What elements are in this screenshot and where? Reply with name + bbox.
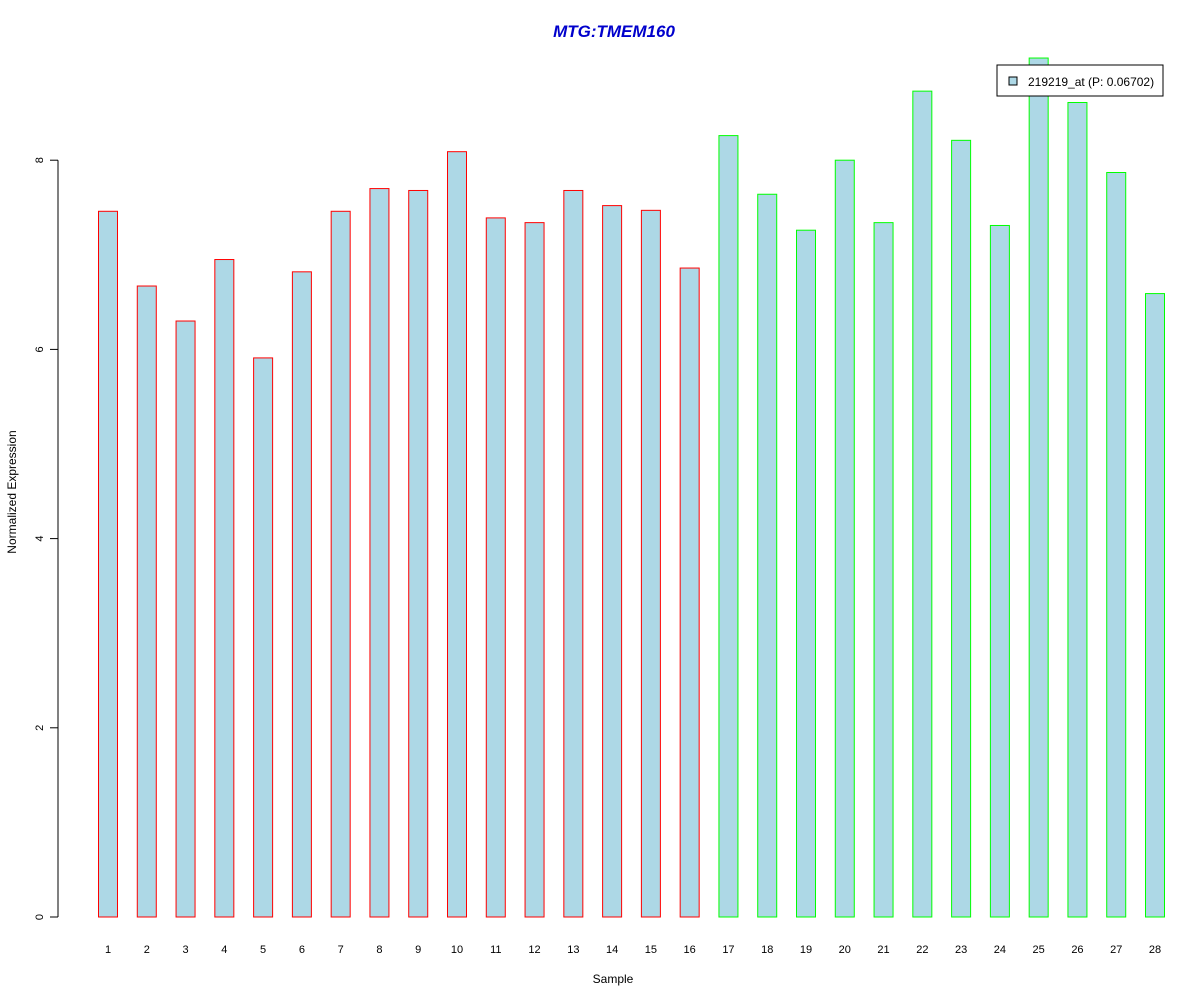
x-tick-label: 3	[182, 944, 188, 956]
y-tick-label: 4	[34, 536, 46, 542]
bar	[679, 267, 700, 918]
x-tick-label: 25	[1033, 944, 1045, 956]
bar	[834, 159, 855, 918]
chart-title: MTG:TMEM160	[553, 22, 675, 41]
bar	[291, 271, 312, 918]
x-tick-label: 13	[567, 944, 579, 956]
x-tick-label: 6	[299, 944, 305, 956]
y-axis-label: Normalized Expression	[5, 430, 19, 553]
bar	[640, 209, 661, 918]
bar	[253, 357, 274, 918]
x-tick-label: 17	[722, 944, 734, 956]
legend: 219219_at (P: 0.06702)	[996, 64, 1164, 97]
x-tick-label: 14	[606, 944, 618, 956]
x-tick-label: 18	[761, 944, 773, 956]
x-tick-label: 8	[376, 944, 382, 956]
x-tick-label: 24	[994, 944, 1006, 956]
bar	[1067, 101, 1088, 918]
bar	[912, 90, 933, 918]
bar	[718, 135, 739, 918]
x-tick-label: 5	[260, 944, 266, 956]
bar	[524, 222, 545, 918]
bar	[175, 320, 196, 918]
x-tick-label: 27	[1110, 944, 1122, 956]
bar	[136, 285, 157, 918]
bar	[485, 217, 506, 918]
x-tick-label: 20	[839, 944, 851, 956]
x-tick-label: 16	[684, 944, 696, 956]
bar	[408, 189, 429, 918]
x-tick-label: 21	[877, 944, 889, 956]
bar	[989, 224, 1010, 918]
bar	[214, 259, 235, 918]
x-tick-label: 11	[490, 944, 501, 956]
bar	[1028, 57, 1049, 918]
y-tick-label: 6	[34, 346, 46, 352]
x-tick-label: 12	[528, 944, 540, 956]
x-tick-label: 7	[338, 944, 344, 956]
bar	[757, 193, 778, 918]
x-tick-label: 15	[645, 944, 657, 956]
x-tick-label: 26	[1071, 944, 1083, 956]
x-tick-label: 23	[955, 944, 967, 956]
legend-label: 219219_at (P: 0.06702)	[1028, 75, 1154, 89]
x-tick-label: 10	[451, 944, 463, 956]
legend-swatch	[1008, 76, 1018, 86]
y-tick-label: 8	[34, 157, 46, 163]
x-tick-label: 2	[144, 944, 150, 956]
bars-group	[98, 57, 1165, 918]
x-axis-label: Sample	[593, 972, 634, 986]
bar	[447, 151, 467, 918]
x-tick-label: 9	[415, 944, 421, 956]
x-tick-label: 4	[221, 944, 227, 956]
bar	[796, 229, 816, 918]
x-tick-label: 19	[800, 944, 812, 956]
bar	[563, 189, 584, 918]
legend-box	[996, 64, 1164, 97]
bar	[369, 188, 390, 918]
y-tick-label: 0	[34, 914, 46, 920]
bar	[873, 222, 894, 918]
bar	[951, 139, 972, 918]
x-tick-label: 28	[1149, 944, 1161, 956]
x-tick-labels: 1 2 3 4 5 6 7 8 9 10 11 12 13 14 15 16 17 18 19 20 21 22 23 24 2…	[105, 944, 1161, 956]
bar	[602, 205, 623, 918]
bar	[1145, 293, 1165, 918]
y-tick-label: 2	[34, 725, 46, 731]
x-tick-label: 1	[105, 944, 111, 956]
bar	[330, 210, 351, 918]
bar	[98, 210, 118, 918]
y-axis: 0 2 4 6 8	[34, 157, 59, 920]
bar	[1106, 171, 1127, 918]
x-tick-label: 22	[916, 944, 928, 956]
